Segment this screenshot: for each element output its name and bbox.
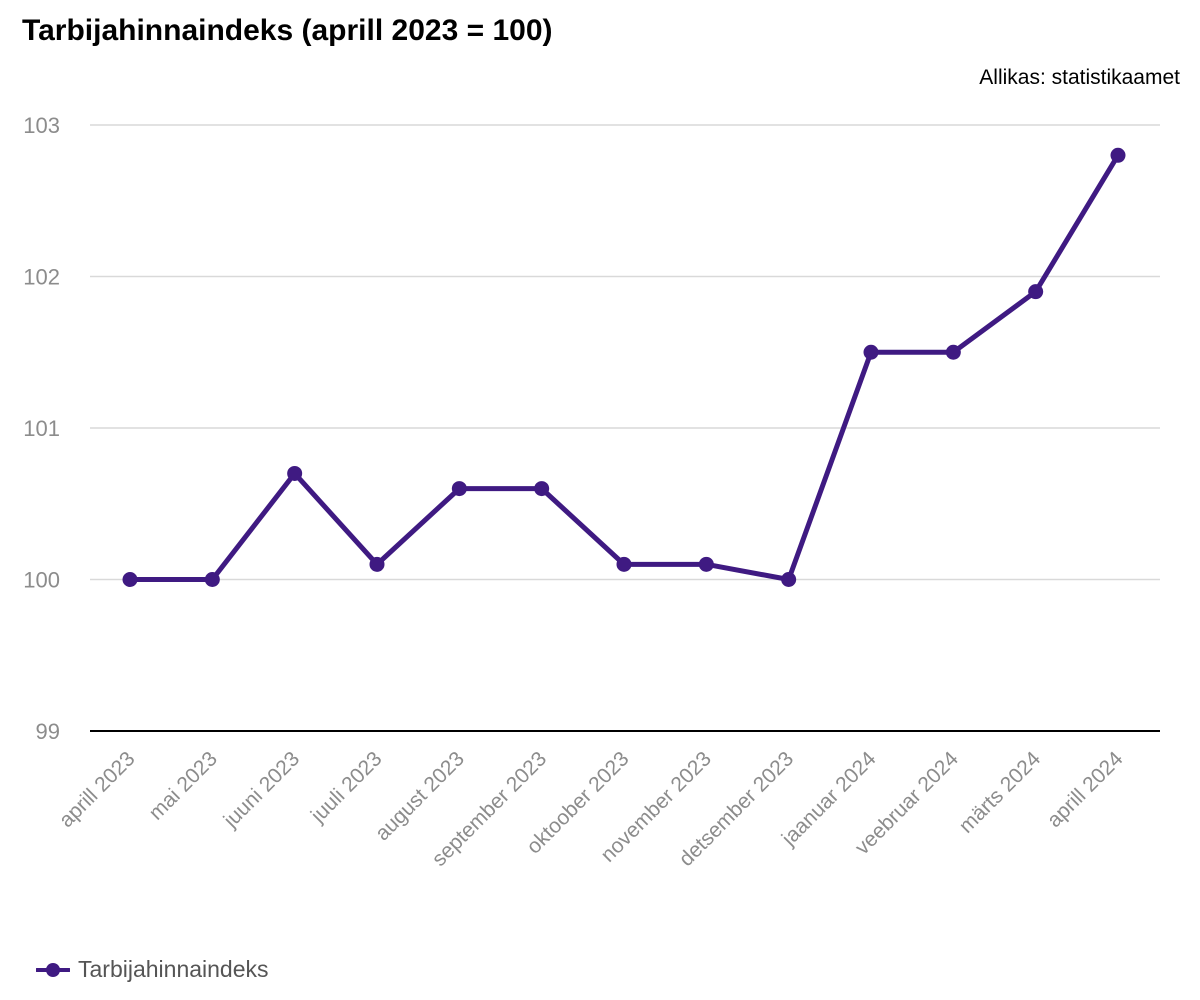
y-tick-label: 99 bbox=[36, 719, 60, 744]
y-axis-tick-labels: 99 100 101 102 103 bbox=[23, 113, 60, 744]
x-tick-label: aprill 2024 bbox=[1043, 747, 1128, 832]
x-tick-label: mai 2023 bbox=[145, 747, 222, 824]
data-point[interactable] bbox=[698, 556, 714, 572]
data-point[interactable] bbox=[616, 556, 632, 572]
y-tick-label: 101 bbox=[23, 416, 60, 441]
data-point[interactable] bbox=[369, 556, 385, 572]
data-point[interactable] bbox=[287, 465, 303, 481]
data-point[interactable] bbox=[451, 481, 467, 497]
source-label: Allikas: statistikaamet bbox=[979, 66, 1180, 89]
gridlines bbox=[90, 124, 1160, 732]
chart-title: Tarbijahinnaindeks (aprill 2023 = 100) bbox=[22, 14, 553, 47]
data-point[interactable] bbox=[863, 344, 879, 360]
data-point[interactable] bbox=[781, 572, 797, 587]
data-point[interactable] bbox=[1028, 284, 1044, 300]
x-tick-label: aprill 2023 bbox=[55, 747, 140, 832]
x-tick-label: märts 2024 bbox=[955, 747, 1046, 838]
x-tick-label: juuni 2023 bbox=[219, 747, 305, 833]
data-point[interactable] bbox=[122, 572, 138, 587]
y-tick-label: 100 bbox=[23, 568, 60, 593]
legend: Tarbijahinnaindeks bbox=[36, 956, 269, 983]
series-layer bbox=[122, 147, 1126, 587]
data-point[interactable] bbox=[204, 572, 220, 587]
x-tick-label: juuli 2023 bbox=[306, 747, 387, 828]
data-point[interactable] bbox=[1110, 147, 1126, 163]
data-point[interactable] bbox=[534, 481, 550, 497]
series-line bbox=[127, 152, 1121, 582]
legend-label: Tarbijahinnaindeks bbox=[78, 956, 269, 982]
y-tick-label: 102 bbox=[23, 265, 60, 290]
legend-swatch bbox=[36, 962, 70, 977]
y-tick-label: 103 bbox=[23, 113, 60, 138]
data-point[interactable] bbox=[945, 344, 961, 360]
